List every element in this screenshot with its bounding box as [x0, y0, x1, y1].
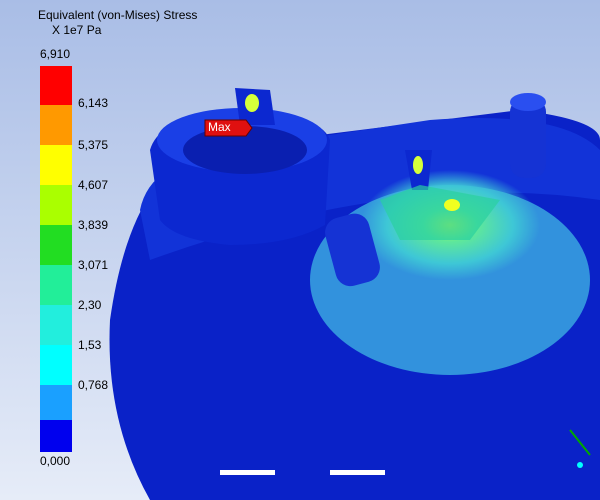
- legend-unit: X 1e7 Pa: [52, 23, 102, 37]
- legend-label: 6,143: [78, 96, 108, 110]
- probe-label: Max: [208, 120, 231, 134]
- max-probe: Max: [204, 119, 253, 137]
- legend-label: 5,375: [78, 138, 108, 152]
- model: [109, 88, 600, 500]
- legend-label: 3,839: [78, 218, 108, 232]
- legend-label: 6,910: [40, 47, 70, 61]
- legend-label: 0,768: [78, 378, 108, 392]
- legend-label: 3,071: [78, 258, 108, 272]
- legend-title: Equivalent (von-Mises) Stress: [38, 8, 197, 22]
- color-bar: [40, 66, 72, 452]
- legend-label: 1,53: [78, 338, 102, 352]
- legend-label: 0,000: [40, 454, 70, 468]
- scale-bar: [220, 429, 591, 475]
- legend-label: 4,607: [78, 178, 108, 192]
- legend-label: 2,30: [78, 298, 102, 312]
- legend-labels: 6,910 6,143 5,375 4,607 3,839 3,071 2,30 1,53 0,…: [40, 47, 108, 468]
